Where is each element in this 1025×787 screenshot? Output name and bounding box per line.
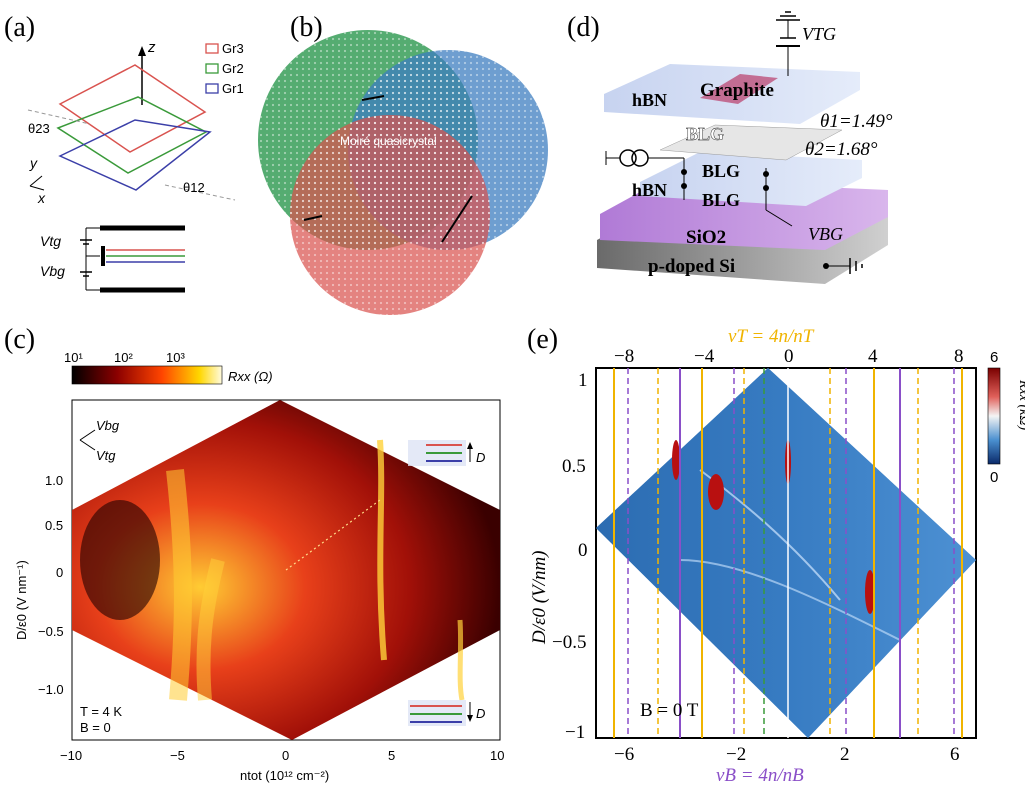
axis-y-label: y: [29, 155, 38, 171]
panel-a: (a) z θ23 θ12 y x Gr3 Gr2 Gr1: [4, 12, 244, 293]
legend-swatch-gr3: [205, 43, 219, 54]
blg-layer: [659, 124, 843, 161]
e-ytick-1: 0.5: [562, 456, 586, 477]
vtg-label: Vtg: [40, 233, 61, 249]
layer-gr1: [58, 119, 212, 191]
c-d-label-top: D: [476, 450, 485, 465]
e-top-tick-4: 8: [954, 346, 964, 367]
e-top-tick-2: 0: [784, 346, 794, 367]
sio2-label: SiO2: [686, 227, 726, 248]
c-xlabel: ntot (10¹² cm⁻²): [240, 768, 329, 783]
c-temp: T = 4 K: [80, 704, 122, 719]
inset-bottom: [408, 700, 473, 726]
c-vbg-arrow-label: Vbg: [96, 418, 120, 433]
cbar-c-tick-0: 10¹: [64, 350, 83, 365]
vtg-gate-label: VTG: [802, 24, 836, 44]
panel-e: (e) νT = 4n/nT: [527, 324, 1025, 786]
hbn-top-label: hBN: [632, 90, 667, 110]
si-label: p-doped Si: [648, 256, 735, 277]
c-vtg-arrow-label: Vtg: [96, 448, 116, 463]
legend-gr1: Gr1: [222, 81, 244, 96]
c-xtick-0: −10: [60, 748, 82, 763]
layer-gr3: [58, 64, 207, 153]
c-xtick-2: 0: [282, 748, 289, 763]
c-ytick-2: 0: [56, 565, 63, 580]
legend-gr2: Gr2: [222, 61, 244, 76]
panel-d-label: (d): [567, 12, 600, 43]
colorbar-e: [987, 367, 1001, 465]
c-ytick-1: 0.5: [45, 518, 63, 533]
panel-c: (c) 10¹ 10² 10³ Rxx (Ω) 1.0 0.5 0 −0.5 −…: [4, 324, 504, 783]
layer-gr2: [56, 96, 208, 174]
panel-d: (d): [567, 11, 893, 284]
colorbar-c: [71, 365, 223, 385]
e-bottom-tick-1: −2: [726, 744, 746, 765]
e-top-tick-0: −8: [614, 346, 634, 367]
theta1-label: θ1=1.49°: [820, 111, 893, 132]
c-d-label-bottom: D: [476, 706, 485, 721]
e-bottom-tick-0: −6: [614, 744, 634, 765]
c-ylabel: D/ε0 (V nm⁻¹): [14, 560, 29, 640]
axis-z-label: z: [147, 39, 156, 56]
panel-b-label: (b): [290, 12, 323, 43]
e-top-tick-1: −4: [694, 346, 715, 367]
c-ytick-4: −1.0: [38, 682, 64, 697]
c-xtick-1: −5: [170, 748, 185, 763]
graphite-gate: [700, 74, 778, 104]
e-bottom-tick-3: 6: [950, 744, 960, 765]
panel-a-label: (a): [4, 12, 35, 43]
graphite-label: Graphite: [700, 80, 774, 101]
c-ytick-3: −0.5: [38, 624, 64, 639]
moire-quasicrystal-label: Moiré quasicrystal: [340, 134, 437, 148]
blg-2-label: BLG: [702, 161, 740, 181]
legend-gr3: Gr3: [222, 41, 244, 56]
theta2-label: θ2=1.68°: [805, 139, 878, 160]
e-cbar-tick-1: 0: [990, 469, 998, 486]
e-top-axis-label: νT = 4n/nT: [728, 326, 815, 347]
c-ytick-0: 1.0: [45, 473, 63, 488]
e-top-tick-3: 4: [868, 346, 878, 367]
blg-3-label: BLG: [702, 190, 740, 210]
e-ytick-3: −0.5: [552, 632, 586, 653]
axis-x-label: x: [37, 190, 46, 206]
z-axis-arrow: [138, 46, 146, 56]
e-cbar-tick-0: 6: [990, 349, 998, 366]
e-bottom-tick-2: 2: [840, 744, 850, 765]
legend-swatch-gr2: [205, 63, 219, 74]
legend-swatch-gr1: [205, 83, 219, 94]
panel-c-label: (c): [4, 324, 35, 355]
panel-b: (b) Moiré quasicrystal: [258, 12, 548, 315]
inset-top: [408, 440, 473, 466]
vbg-label: Vbg: [40, 263, 65, 279]
cbar-c-tick-2: 10³: [166, 350, 185, 365]
c-xtick-3: 5: [388, 748, 395, 763]
hbn-bottom-layer: [640, 152, 862, 206]
e-ytick-0: 1: [578, 370, 588, 391]
c-xtick-4: 10: [490, 748, 504, 763]
e-ytick-4: −1: [565, 722, 585, 743]
theta23-label: θ23: [28, 121, 50, 136]
cbar-c-tick-1: 10²: [114, 350, 133, 365]
vbg-gate-label: VBG: [808, 224, 843, 244]
e-field: B = 0 T: [640, 700, 699, 721]
e-bottom-axis-label: νB = 4n/nB: [716, 765, 804, 786]
c-field: B = 0: [80, 720, 111, 735]
hbn-bottom-label: hBN: [632, 180, 667, 200]
plot-frame-e: [595, 367, 977, 739]
e-ylabel: D/ε0 (V/nm): [529, 551, 550, 646]
panel-e-label: (e): [527, 324, 558, 355]
theta12-label: θ12: [183, 180, 205, 195]
e-ytick-2: 0: [578, 540, 588, 561]
blg-1-label: BLG: [686, 124, 724, 144]
gate-circuit: [80, 225, 185, 293]
cbar-c-label: Rxx (Ω): [228, 369, 273, 384]
e-cbar-label: Rxx (kΩ): [1016, 379, 1025, 430]
